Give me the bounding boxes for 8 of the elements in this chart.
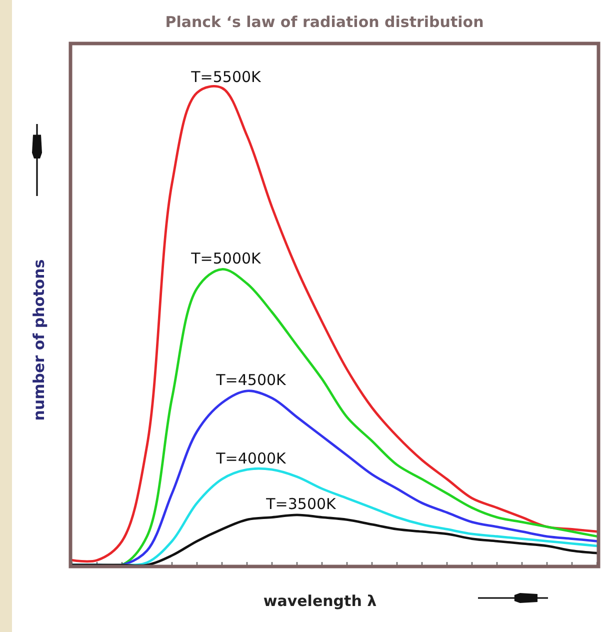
series-label: T=4000K xyxy=(215,450,288,468)
series-label: T=5000K xyxy=(190,249,262,268)
y-axis-title: number of photons xyxy=(30,259,48,421)
series-label: T=3500K xyxy=(265,494,338,513)
series-label: T=5500K xyxy=(190,68,262,86)
series-label: T=4500K xyxy=(215,370,288,389)
chart-title: Planck ‘s law of radiation distribution xyxy=(165,13,484,31)
x-axis-title: wavelength λ xyxy=(263,592,378,610)
